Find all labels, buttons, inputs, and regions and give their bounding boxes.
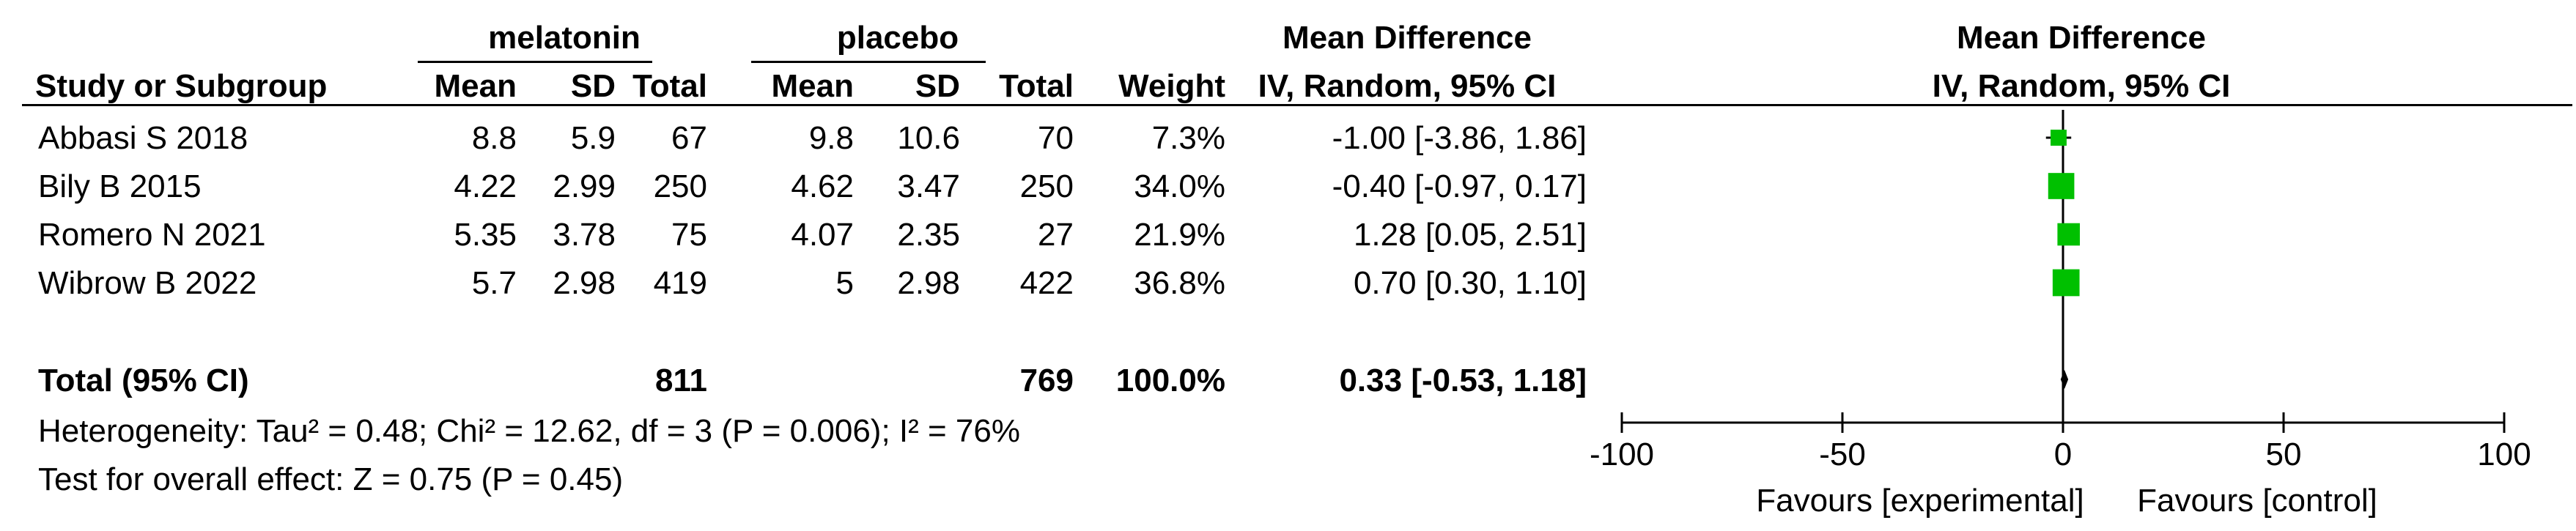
group1-underline — [418, 61, 652, 63]
mean1-value: 5.7 — [471, 265, 517, 301]
pooled-diamond — [2060, 370, 2069, 389]
md-header-title: Mean Difference — [1283, 20, 1532, 56]
mean1-value: 5.35 — [454, 217, 517, 253]
total1-value: 67 — [671, 120, 707, 156]
study-name: Wibrow B 2022 — [38, 265, 257, 301]
total1-value: 75 — [671, 217, 707, 253]
study-marker — [2052, 269, 2080, 297]
ci-value: -0.40 [-0.97, 0.17] — [1332, 168, 1587, 204]
heterogeneity-text: Heterogeneity: Tau² = 0.48; Chi² = 12.62… — [38, 413, 1020, 449]
sd2-header: SD — [915, 68, 960, 104]
favours-control-label: Favours [control] — [2137, 483, 2377, 519]
overall-effect-text: Test for overall effect: Z = 0.75 (P = 0… — [38, 461, 624, 497]
total2-value: 70 — [1038, 120, 1074, 156]
total1-value: 419 — [653, 265, 707, 301]
total-ci: 0.33 [-0.53, 1.18] — [1339, 363, 1587, 398]
study-marker — [2051, 130, 2067, 146]
weight-value: 34.0% — [1134, 168, 1225, 204]
mean2-value: 5 — [835, 265, 854, 301]
weight-value: 36.8% — [1134, 265, 1225, 301]
header-rule — [22, 104, 2572, 106]
total1-header: Total — [632, 68, 707, 104]
plot-header-method: IV, Random, 95% CI — [1932, 68, 2231, 104]
mean1-value: 4.22 — [454, 168, 517, 204]
ci-value: -1.00 [-3.86, 1.86] — [1332, 120, 1587, 156]
mean2-value: 9.8 — [808, 120, 854, 156]
mean2-value: 4.62 — [791, 168, 854, 204]
mean1-header: Mean — [434, 68, 517, 104]
mean2-value: 4.07 — [791, 217, 854, 253]
weight-header: Weight — [1118, 68, 1225, 104]
total2-value: 250 — [1019, 168, 1074, 204]
favours-experimental-label: Favours [experimental] — [1756, 483, 2084, 519]
x-tick-label: -50 — [1819, 437, 1866, 472]
ci-value: 1.28 [0.05, 2.51] — [1353, 217, 1587, 253]
weight-value: 7.3% — [1151, 120, 1225, 156]
total2-value: 422 — [1019, 265, 1074, 301]
mean1-value: 8.8 — [471, 120, 517, 156]
total1-value: 250 — [653, 168, 707, 204]
sd2-value: 2.98 — [897, 265, 960, 301]
x-tick-label: 100 — [2477, 437, 2531, 472]
x-tick-label: 0 — [2054, 437, 2072, 472]
ci-value: 0.70 [0.30, 1.10] — [1353, 265, 1587, 301]
weight-value: 21.9% — [1134, 217, 1225, 253]
group2-header: placebo — [836, 20, 959, 56]
total2-header: Total — [999, 68, 1074, 104]
total-label: Total (95% CI) — [38, 363, 249, 398]
study-marker — [2048, 173, 2075, 199]
x-tick-label: -100 — [1590, 437, 1654, 472]
study-marker — [2057, 223, 2081, 246]
total1-sum: 811 — [655, 363, 707, 398]
sd1-header: SD — [570, 68, 616, 104]
study-name: Romero N 2021 — [38, 217, 266, 253]
study-name: Abbasi S 2018 — [38, 120, 248, 156]
plot-header-title: Mean Difference — [1957, 20, 2206, 56]
mean2-header: Mean — [771, 68, 854, 104]
group1-header: melatonin — [488, 20, 641, 56]
total-weight: 100.0% — [1115, 363, 1225, 398]
sd1-value: 3.78 — [553, 217, 616, 253]
total2-sum: 769 — [1019, 363, 1074, 398]
x-tick-label: 50 — [2266, 437, 2302, 472]
study-name: Bily B 2015 — [38, 168, 202, 204]
md-header-method: IV, Random, 95% CI — [1258, 68, 1557, 104]
sd1-value: 2.98 — [553, 265, 616, 301]
total2-value: 27 — [1038, 217, 1074, 253]
sd1-value: 5.9 — [570, 120, 616, 156]
study-header: Study or Subgroup — [35, 68, 328, 104]
sd2-value: 10.6 — [897, 120, 960, 156]
sd2-value: 2.35 — [897, 217, 960, 253]
sd1-value: 2.99 — [553, 168, 616, 204]
sd2-value: 3.47 — [897, 168, 960, 204]
group2-underline — [751, 61, 986, 63]
